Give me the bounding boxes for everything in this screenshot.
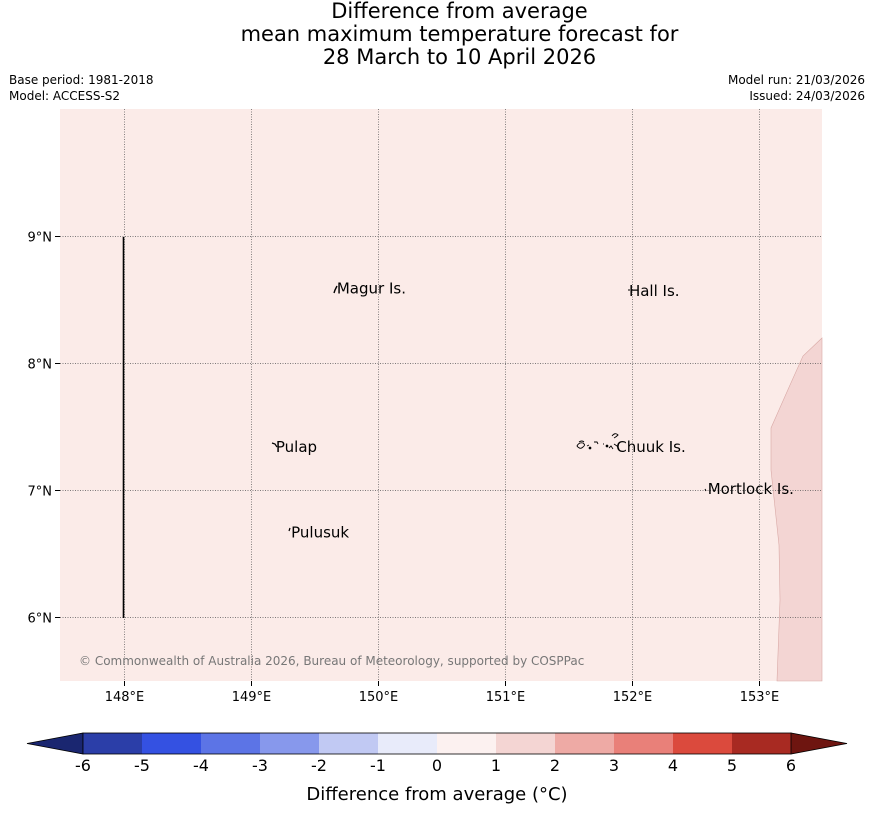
place-label: Pulap (276, 438, 317, 456)
colorbar-tick-label: -6 (75, 756, 91, 775)
map-background (60, 109, 822, 681)
colorbar-segment (83, 733, 143, 754)
colorbar-segment (496, 733, 556, 754)
colorbar-tick-label: 4 (668, 756, 678, 775)
colorbar-tick-label: 0 (432, 756, 442, 775)
map-title: Difference from average mean maximum tem… (0, 0, 873, 69)
place-label: Magur Is. (337, 279, 406, 297)
colorbar-tick-label: -2 (311, 756, 327, 775)
colorbar-tick-label: -4 (193, 756, 209, 775)
colorbar-tick-label: -1 (370, 756, 386, 775)
warm-anomaly-region (770, 337, 823, 682)
lon-tick-label: 150°E (359, 690, 399, 705)
longitude-labels: 148°E 149°E 150°E 151°E 152°E 153°E (105, 681, 780, 705)
model-run: Model run: 21/03/2026 (727, 73, 865, 87)
lat-tick-label: 9°N (28, 231, 53, 246)
lon-tick-label: 152°E (613, 690, 653, 705)
pulusuk-island-shape (288, 527, 291, 532)
colorbar-segment (201, 733, 261, 754)
colorbar-segment (673, 733, 733, 754)
place-label: Hall Is. (629, 282, 680, 300)
place-labels: Magur Is. Hall Is. Pulap Chuuk Is. Mortlock … (276, 279, 794, 541)
colorbar-segment (437, 733, 497, 754)
colorbar-segment (614, 733, 674, 754)
colorbar-extend-high (790, 732, 848, 755)
lon-tick-label: 149°E (232, 690, 272, 705)
colorbar-frame (82, 732, 792, 755)
latitude-labels: 9°N 8°N 7°N 6°N (28, 231, 60, 627)
base-period: Base period: 1981-2018 (9, 73, 154, 87)
meta-left: Base period: 1981-2018 Model: ACCESS-S2 (9, 72, 154, 104)
lon-tick-label: 151°E (486, 690, 526, 705)
colorbar-segment (378, 733, 438, 754)
colorbar-segment (319, 733, 379, 754)
colorbar-extend-low (26, 732, 84, 755)
lat-tick-label: 7°N (28, 485, 53, 500)
island-outlines (271, 285, 707, 532)
title-line-2: mean maximum temperature forecast for (240, 22, 679, 46)
colorbar-label: Difference from average (°C) (306, 784, 567, 805)
mortlock-island-shape (704, 488, 707, 492)
colorbar-tick-label: 5 (727, 756, 737, 775)
place-label: Chuuk Is. (616, 438, 685, 456)
pulap-island-shape (271, 442, 278, 448)
model-name: Model: ACCESS-S2 (9, 89, 121, 103)
lon-tick-label: 153°E (740, 690, 780, 705)
graticule (60, 109, 822, 681)
lat-tick-label: 6°N (28, 612, 53, 627)
place-label: Pulusuk (291, 523, 349, 541)
copyright-text: © Commonwealth of Australia 2026, Bureau… (79, 654, 584, 668)
colorbar-tick-label: 6 (786, 756, 796, 775)
meta-right: Model run: 21/03/2026 Issued: 24/03/2026 (728, 72, 865, 104)
colorbar-tick-label: 2 (550, 756, 560, 775)
colorbar-segment (555, 733, 615, 754)
title-line-1: Difference from average (331, 0, 588, 23)
colorbar-tick-label: 1 (491, 756, 501, 775)
colorbar-tick-label: -3 (252, 756, 268, 775)
lon-tick-label: 148°E (105, 690, 145, 705)
colorbar-segment (142, 733, 202, 754)
place-label: Mortlock Is. (708, 480, 794, 498)
colorbar-segment (732, 733, 792, 754)
chuuk-lagoon-shape (576, 433, 620, 450)
lat-tick-label: 8°N (28, 358, 53, 373)
colorbar-tick-label: 3 (609, 756, 619, 775)
colorbar-tick-label: -5 (134, 756, 150, 775)
issued-date: Issued: 24/03/2026 (749, 89, 865, 103)
title-line-3: 28 March to 10 April 2026 (322, 45, 597, 69)
colorbar: -6 -5 -4 -3 -2 -1 0 1 2 3 4 5 6 (26, 732, 848, 775)
map-panel[interactable]: Magur Is. Hall Is. Pulap Chuuk Is. Mortlock … (60, 109, 823, 682)
colorbar-segment (260, 733, 320, 754)
magur-island-shape (333, 285, 338, 294)
